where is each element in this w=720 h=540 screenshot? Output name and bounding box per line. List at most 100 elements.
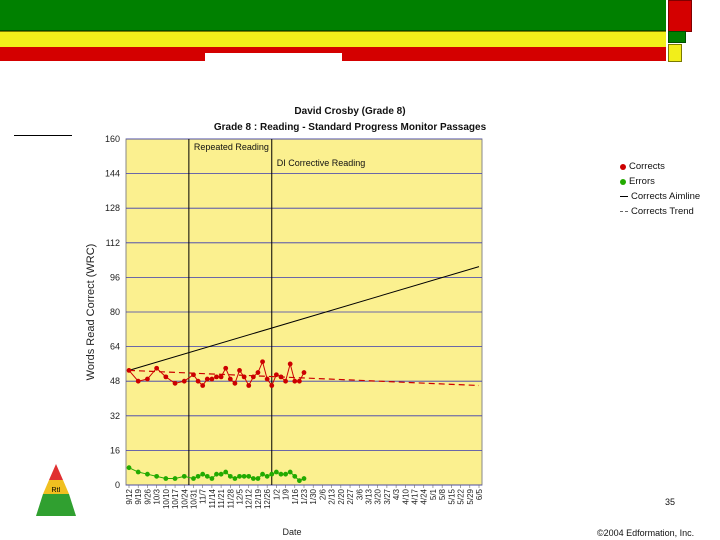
x-tick-label: 6/5 <box>475 488 484 500</box>
x-tick-label: 12/19 <box>254 488 263 509</box>
divider-rule <box>14 135 72 136</box>
corrects-point <box>218 374 224 380</box>
corrects-point <box>154 365 160 371</box>
x-tick-label: 12/12 <box>245 488 254 509</box>
corrects-point <box>269 383 275 388</box>
corrects-point <box>191 372 196 378</box>
corner-square-green <box>668 31 686 43</box>
trendline <box>128 369 480 387</box>
errors-point <box>204 473 210 479</box>
x-tick-label: 10/3 <box>153 488 162 504</box>
errors-point <box>214 471 219 477</box>
corrects-point <box>237 367 242 373</box>
x-tick-label: 5/15 <box>447 488 456 504</box>
errors-point <box>181 473 187 479</box>
corrects-point <box>145 376 150 382</box>
corrects-point <box>209 376 215 382</box>
errors-point <box>232 476 238 481</box>
x-tick-label: 10/10 <box>162 488 171 509</box>
x-tick-label: 5/8 <box>438 488 447 500</box>
x-tick-label: 5/22 <box>457 488 466 504</box>
corrects-point <box>135 378 141 384</box>
errors-point <box>255 476 261 481</box>
x-tick-label: 10/24 <box>180 488 189 509</box>
x-tick-label: 9/19 <box>134 488 143 504</box>
errors-point <box>200 471 206 477</box>
x-tick-label: 11/7 <box>199 488 208 504</box>
errors-point <box>283 471 288 477</box>
corrects-point <box>264 376 270 382</box>
errors-point <box>126 465 132 471</box>
corrects-point <box>260 359 265 365</box>
chart-legend: Corrects Errors Corrects Aimline Correct… <box>620 159 700 219</box>
legend-item-aimline: Corrects Aimline <box>620 189 700 204</box>
errors-point <box>287 469 293 475</box>
legend-item-corrects: Corrects <box>620 159 700 174</box>
x-tick-label: 3/20 <box>374 488 383 504</box>
x-tick-label: 5/29 <box>466 488 475 504</box>
errors-point <box>260 471 265 477</box>
header-band-green <box>0 0 666 31</box>
errors-point <box>237 473 242 479</box>
errors-point <box>195 473 201 479</box>
corrects-point <box>227 376 233 382</box>
corrects-point <box>214 374 219 380</box>
copyright-text: ©2004 Edformation, Inc. <box>597 528 695 538</box>
corrects-point <box>163 374 169 380</box>
y-tick-label: 80 <box>110 307 120 317</box>
corrects-point <box>283 378 288 384</box>
corner-square-red <box>668 0 692 32</box>
errors-point <box>218 471 224 477</box>
errors-point <box>227 473 233 479</box>
corrects-point <box>273 372 279 378</box>
corrects-point <box>204 376 210 382</box>
corrects-point <box>278 374 284 380</box>
errors-point <box>273 469 279 475</box>
corrects-point <box>181 378 187 384</box>
corrects-point <box>287 361 293 367</box>
corrects-point <box>172 380 178 386</box>
errors-point <box>292 473 298 479</box>
x-tick-label: 9/12 <box>125 488 134 504</box>
corrects-point <box>195 378 201 384</box>
x-tick-label: 10/17 <box>171 488 180 509</box>
svg-text:RtI: RtI <box>52 487 61 494</box>
x-tick-label: 4/3 <box>392 488 401 500</box>
corrects-point <box>126 367 132 373</box>
errors-point <box>209 476 215 481</box>
x-tick-label: 5/1 <box>429 488 438 500</box>
x-tick-label: 12/26 <box>263 488 272 509</box>
y-tick-label: 0 <box>115 480 120 490</box>
aimline <box>128 266 480 371</box>
corner-square-yellow <box>668 44 682 62</box>
x-tick-label: 1/23 <box>300 488 309 504</box>
legend-item-errors: Errors <box>620 174 700 189</box>
errors-point <box>278 471 284 477</box>
corrects-point <box>241 374 247 380</box>
x-tick-label: 2/27 <box>346 488 355 504</box>
x-tick-label: 2/20 <box>337 488 346 504</box>
errors-point <box>269 471 275 477</box>
x-tick-label: 11/28 <box>226 488 235 508</box>
slide-number: 35 <box>665 497 676 507</box>
y-tick-label: 96 <box>110 272 120 282</box>
errors-point <box>241 473 247 479</box>
y-tick-label: 144 <box>105 169 120 179</box>
errors-point <box>191 476 196 481</box>
x-tick-label: 4/10 <box>401 488 410 504</box>
errors-point <box>246 473 252 479</box>
x-tick-label: 1/30 <box>309 488 318 504</box>
x-tick-label: 3/27 <box>383 488 392 504</box>
corrects-point <box>296 378 302 384</box>
y-tick-label: 64 <box>110 342 120 352</box>
x-tick-label: 1/16 <box>291 488 300 504</box>
corrects-point <box>246 383 252 388</box>
x-tick-label: 4/17 <box>411 488 420 504</box>
errors-point <box>135 469 141 475</box>
corrects-point <box>200 383 206 388</box>
phase-label: Repeated Reading <box>194 142 269 152</box>
y-tick-label: 32 <box>110 411 120 421</box>
errors-point <box>264 473 270 479</box>
corrects-point <box>301 370 307 375</box>
